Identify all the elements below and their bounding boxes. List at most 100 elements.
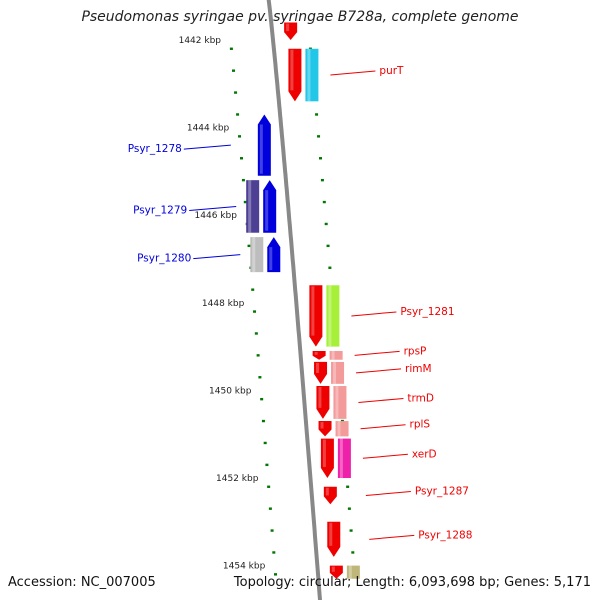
gene-arrow[interactable]: [327, 521, 341, 557]
gene-rpsP[interactable]: [312, 350, 343, 360]
gene-arrow-highlight: [318, 387, 322, 408]
gene-label-leader: [354, 350, 400, 356]
scale-tick-mark: [349, 529, 353, 532]
gene-label[interactable]: Psyr_1279: [133, 204, 187, 216]
genome-title: Pseudomonas syringae pv. syringae B728a,…: [81, 9, 519, 25]
gene-labels-layer: purT Psyr_1278 Psyr_1279 Psyr_1280 Psyr_1281…: [128, 65, 473, 541]
scale-tick-mark: [274, 573, 278, 576]
gene-label[interactable]: Psyr_1281: [400, 306, 454, 318]
scale-tick-mark: [351, 551, 355, 554]
scale-tick-mark: [243, 200, 247, 204]
gene-label[interactable]: rpsP: [404, 345, 427, 357]
gene-feature-13[interactable]: [329, 565, 360, 579]
gene-label[interactable]: Psyr_1278: [128, 143, 182, 155]
gene-arrow-highlight: [259, 124, 263, 174]
gene-label[interactable]: Psyr_1287: [415, 486, 469, 498]
cog-bar-highlight: [252, 237, 256, 273]
gene-label-leader: [369, 534, 415, 540]
cog-bar-highlight: [339, 438, 343, 478]
scale-tick-mark: [322, 200, 326, 204]
gene-arrow[interactable]: [320, 438, 334, 478]
gene-arrow-highlight: [325, 487, 329, 496]
gene-arrow[interactable]: [318, 421, 332, 437]
gene-arrow[interactable]: [257, 114, 271, 176]
gene-arrow[interactable]: [329, 565, 343, 579]
cog-category-bar: [331, 361, 345, 384]
cog-bar-highlight: [333, 361, 337, 384]
scale-tick-mark: [315, 113, 319, 116]
cog-bar-highlight: [328, 285, 332, 347]
scale-label: 1450 kbp: [209, 386, 252, 396]
scale-tick-mark: [270, 529, 274, 532]
gene-label[interactable]: xerD: [412, 448, 437, 460]
gene-Psyr_1281[interactable]: [309, 285, 340, 347]
scale-label: 1442 kbp: [179, 36, 222, 46]
gene-label-leader: [365, 491, 411, 497]
genes-layer: [246, 22, 360, 579]
gene-label-leader: [360, 424, 406, 430]
scale-tick-mark: [346, 485, 350, 488]
gene-arrow-highlight: [269, 247, 273, 271]
scale-tick-mark: [261, 419, 265, 423]
gene-trmD[interactable]: [316, 386, 347, 419]
gene-arrow-highlight: [316, 362, 320, 373]
cog-bar-highlight: [307, 48, 311, 102]
cog-bar-highlight: [248, 180, 252, 233]
scale-tick-mark: [263, 441, 267, 445]
gene-label-leader: [183, 144, 231, 150]
scale-tick-mark: [268, 507, 272, 510]
scale-tick-mark: [238, 135, 242, 138]
gene-arrow[interactable]: [312, 350, 326, 360]
cog-bar-highlight: [348, 565, 352, 579]
gene-arrow[interactable]: [309, 285, 323, 347]
cog-category-bar: [305, 48, 319, 102]
scale-tick-mark: [318, 157, 322, 160]
scale-tick-mark: [324, 222, 328, 226]
cog-bar-highlight: [337, 421, 341, 437]
accession-text: Accession: NC_007005: [8, 575, 156, 590]
topology-text: Topology: circular; Length: 6,093,698 bp…: [233, 575, 591, 590]
gene-label[interactable]: Psyr_1280: [137, 253, 191, 265]
gene-Psyr_1287[interactable]: [323, 486, 337, 505]
gene-xerD[interactable]: [320, 438, 351, 478]
gene-Psyr_1288[interactable]: [327, 521, 341, 557]
cog-category-bar: [329, 350, 343, 360]
scale-tick-mark: [328, 266, 332, 269]
cog-category-bar: [246, 180, 260, 233]
gene-Psyr_1278[interactable]: [257, 114, 271, 176]
gene-label[interactable]: Psyr_1288: [418, 529, 472, 541]
gene-arrow-highlight: [331, 566, 335, 572]
gene-label-leader: [362, 453, 408, 459]
gene-arrow-highlight: [286, 23, 290, 32]
gene-arrow[interactable]: [314, 361, 328, 384]
scale-label: 1454 kbp: [223, 562, 266, 572]
gene-rplS[interactable]: [318, 421, 349, 437]
scale-tick-mark: [317, 135, 321, 138]
gene-label[interactable]: rplS: [410, 419, 431, 431]
gene-arrow[interactable]: [284, 22, 298, 40]
gene-feature-0[interactable]: [284, 22, 298, 40]
gene-arrow-highlight: [265, 190, 269, 231]
gene-arrow[interactable]: [316, 386, 330, 419]
gene-arrow[interactable]: [267, 237, 281, 273]
gene-rimM[interactable]: [314, 361, 345, 384]
cog-bar-highlight: [335, 386, 339, 419]
scale-labels-layer: 1442 kbp 1444 kbp 1446 kbp 1448 kbp 1450 kbp…: [179, 36, 266, 572]
gene-Psyr_1280[interactable]: [250, 237, 281, 273]
gene-Psyr_1279[interactable]: [246, 180, 277, 233]
gene-purT[interactable]: [288, 48, 319, 102]
cog-category-bar: [250, 237, 264, 273]
scale-tick-mark: [247, 244, 251, 248]
scale-label: 1448 kbp: [202, 299, 245, 309]
cog-category-bar: [346, 565, 360, 579]
scale-tick-mark: [251, 288, 255, 291]
gene-label[interactable]: rimM: [405, 363, 432, 375]
gene-label[interactable]: trmD: [407, 392, 434, 404]
gene-arrow[interactable]: [323, 486, 337, 505]
scale-tick-mark: [267, 485, 271, 488]
gene-arrow[interactable]: [263, 180, 277, 233]
gene-label[interactable]: purT: [379, 65, 404, 77]
gene-arrow[interactable]: [288, 48, 302, 102]
